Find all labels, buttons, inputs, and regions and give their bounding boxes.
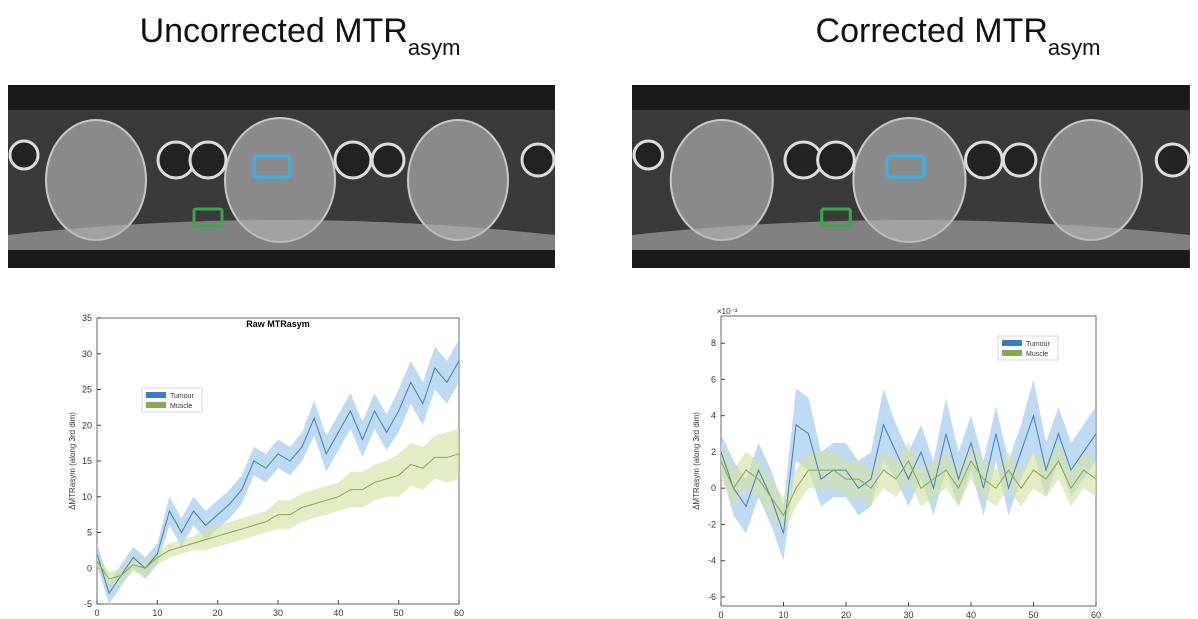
y-tick-label: 5	[87, 528, 92, 538]
legend-swatch	[146, 392, 166, 398]
y-tick-label: -2	[708, 519, 716, 529]
y-tick-label: -5	[84, 599, 92, 609]
legend-label: Tumour	[1026, 341, 1051, 348]
x-tick-label: 0	[718, 610, 723, 619]
x-tick-label: 50	[394, 608, 404, 618]
x-tick-label: 30	[273, 608, 283, 618]
x-tick-label: 20	[841, 610, 851, 619]
x-tick-label: 40	[333, 608, 343, 618]
legend-swatch	[1002, 350, 1022, 356]
y-tick-label: 6	[711, 374, 716, 384]
y-tick-label: 0	[711, 483, 716, 493]
y-tick-label: 4	[711, 411, 716, 421]
y-tick-label: 0	[87, 563, 92, 573]
x-tick-label: 10	[778, 610, 788, 619]
x-tick-label: 40	[966, 610, 976, 619]
y-tick-label: -4	[708, 556, 716, 566]
legend-label: Muscle	[1026, 351, 1048, 358]
heading-subscript: asym	[1048, 35, 1101, 60]
x-tick-label: 60	[454, 608, 464, 618]
x-tick-label: 60	[1091, 610, 1101, 619]
y-axis-label: ΔMTRasym (along 3rd dim)	[692, 412, 701, 510]
legend-swatch	[1002, 340, 1022, 346]
x-tick-label: 50	[1028, 610, 1038, 619]
x-tick-label: 10	[152, 608, 162, 618]
legend-swatch	[146, 402, 166, 408]
heading-text: Corrected MTR	[816, 12, 1048, 50]
mri-image	[8, 85, 555, 268]
x-tick-label: 30	[903, 610, 913, 619]
y-multiplier: ×10⁻³	[717, 307, 738, 316]
y-tick-label: -6	[708, 592, 716, 602]
y-tick-label: 20	[82, 420, 92, 430]
heading-subscript: asym	[408, 35, 461, 60]
panel-heading: Uncorrected MTRasym	[140, 12, 461, 60]
x-tick-label: 20	[213, 608, 223, 618]
y-tick-label: 35	[82, 313, 92, 323]
y-tick-label: 25	[82, 385, 92, 395]
y-tick-label: 15	[82, 456, 92, 466]
legend-label: Tumour	[170, 393, 195, 400]
chart-title: Raw MTRasym	[246, 319, 310, 329]
y-axis-label: ΔMTRasym (along 3rd dim)	[68, 412, 77, 510]
y-tick-label: 10	[82, 492, 92, 502]
y-tick-label: 8	[711, 338, 716, 348]
x-tick-label: 0	[94, 608, 99, 618]
mri-image	[632, 85, 1190, 268]
y-tick-label: 2	[711, 447, 716, 457]
y-tick-label: 30	[82, 349, 92, 359]
panel-heading: Corrected MTRasym	[816, 12, 1101, 60]
slide: Uncorrected MTRasym Corrected MTRasym -5…	[0, 0, 1198, 619]
heading-text: Uncorrected MTR	[140, 12, 408, 50]
legend-label: Muscle	[170, 403, 192, 410]
